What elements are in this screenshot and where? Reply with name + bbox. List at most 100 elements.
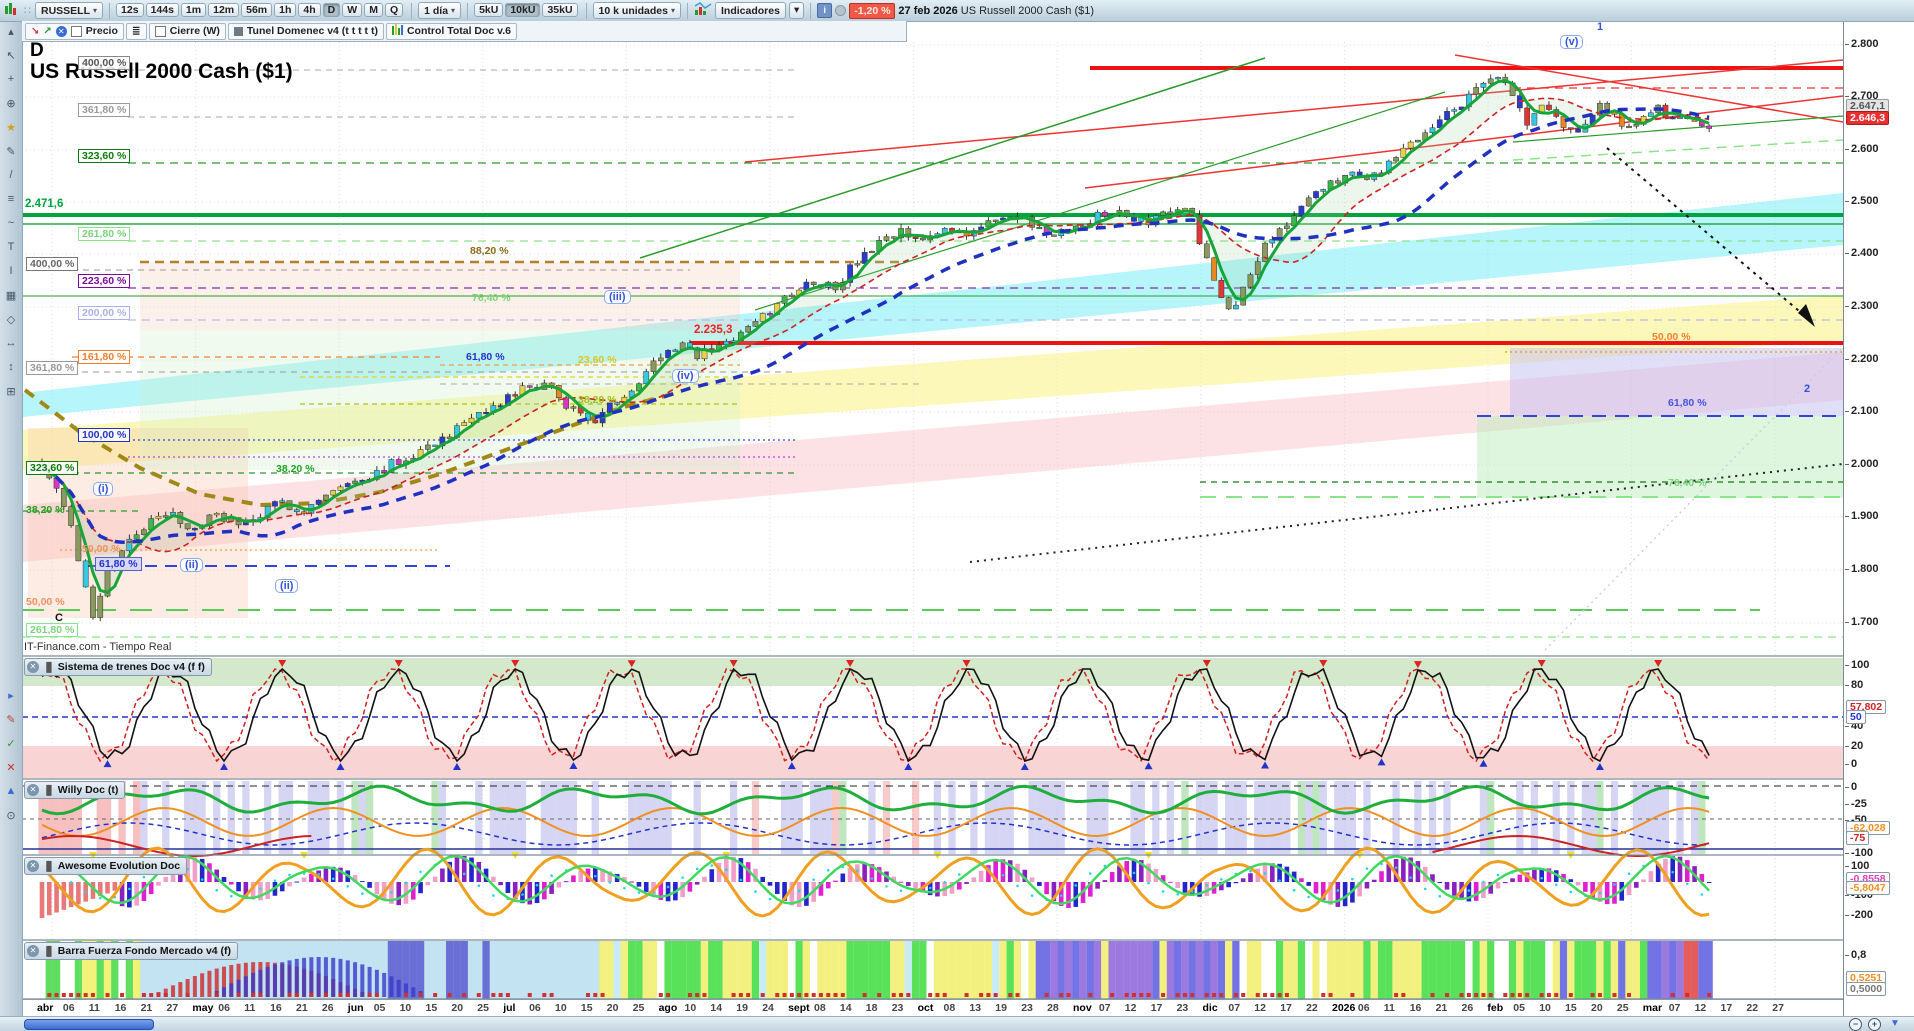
date-day: 22 xyxy=(1306,1002,1318,1014)
tool-icon-18[interactable]: ✓ xyxy=(6,738,16,750)
close-icon[interactable]: ✕ xyxy=(27,860,39,872)
timeframe-12m[interactable]: 12m xyxy=(208,3,240,17)
timeframe-56m[interactable]: 56m xyxy=(241,3,273,17)
panel-tab-sistema[interactable]: ✕ ▐▌ Sistema de trenes Doc v4 (f f) xyxy=(24,658,212,676)
tool-icon-20[interactable]: ▲ xyxy=(5,785,17,797)
close-circle-icon[interactable]: ✕ xyxy=(55,25,67,37)
date-day: 20 xyxy=(451,1002,464,1014)
tool-icon-3[interactable]: ⊕ xyxy=(6,98,16,110)
zoom-in-icon[interactable]: + xyxy=(1868,1018,1881,1031)
axis-badge: -75 xyxy=(1846,831,1870,845)
date-day: 07 xyxy=(1098,1002,1111,1014)
symbol-select[interactable]: RUSSELL ▾ xyxy=(35,2,104,19)
timeframe-w[interactable]: W xyxy=(342,3,363,17)
tool-icon-11[interactable]: ▦ xyxy=(5,290,17,302)
timeframe-d[interactable]: D xyxy=(322,3,341,17)
tool-icon-8[interactable]: ~ xyxy=(7,217,15,229)
close-w-checkbox[interactable] xyxy=(154,25,166,37)
toolbar-grip[interactable]: ∷ xyxy=(24,5,31,17)
tool-icon-2[interactable]: + xyxy=(7,73,15,85)
date-day: 16 xyxy=(270,1002,282,1014)
price-level-label: 2.235,3 xyxy=(694,324,733,336)
date-day: 12 xyxy=(1124,1002,1137,1014)
tool-icon-21[interactable]: ⊙ xyxy=(6,810,16,822)
axis-tick: 2.800 xyxy=(1845,38,1879,50)
fib-label: 200,00 % xyxy=(78,306,131,320)
tool-icon-7[interactable]: ≡ xyxy=(7,193,15,205)
axis-badge: -5,8047 xyxy=(1846,881,1890,895)
timeframe-12s[interactable]: 12s xyxy=(116,3,144,17)
chart-canvas[interactable] xyxy=(22,21,1843,1016)
tool-icon-19[interactable]: ✕ xyxy=(6,762,16,774)
units-select[interactable]: 10 k unidades ▾ xyxy=(592,2,682,19)
tool-icon-1[interactable]: ↖ xyxy=(6,50,16,62)
unit-5ku[interactable]: 5kU xyxy=(474,3,504,17)
date-month: ago xyxy=(658,1002,678,1014)
timeframe-1h[interactable]: 1h xyxy=(274,3,297,17)
price-checkbox[interactable] xyxy=(70,25,82,37)
square-icon xyxy=(233,26,243,36)
horizontal-scrollbar[interactable]: − + ▼ xyxy=(0,1016,1914,1031)
tool-icon-5[interactable]: ✎ xyxy=(6,146,16,158)
indicators-button[interactable]: Indicadores xyxy=(715,2,786,19)
price-axis[interactable]: 2.800 2.700 2.600 2.500 2.400 2.300 2.200 2.100… xyxy=(1843,21,1914,1016)
axis-tick: 2.200 xyxy=(1845,353,1879,365)
axis-badge: 0,5000 xyxy=(1846,982,1887,996)
fib-label: 61,80 % xyxy=(1668,397,1707,409)
status-dot-icon xyxy=(835,5,847,16)
close-w-toggle[interactable]: Cierre (W) xyxy=(148,22,226,40)
timeframe-1m[interactable]: 1m xyxy=(180,3,207,17)
list-button[interactable]: ≣ xyxy=(125,22,147,40)
date-day: 05 xyxy=(373,1002,386,1014)
date-month: 2026 xyxy=(1332,1002,1356,1014)
fib-label: 361,80 % xyxy=(78,103,131,117)
interval-select[interactable]: 1 día ▾ xyxy=(418,2,462,19)
date-day: 24 xyxy=(762,1002,774,1014)
tool-icon-9[interactable]: T xyxy=(7,241,15,253)
close-icon[interactable]: ✕ xyxy=(27,784,39,796)
tool-icon-10[interactable]: I xyxy=(9,265,13,277)
control-label: Control Total Doc v.6 xyxy=(406,25,511,37)
panel-tab-willy[interactable]: ✕ ▐▌ Willy Doc (t) xyxy=(24,781,126,799)
timeframe-4h[interactable]: 4h xyxy=(298,3,321,17)
control-indicator-button[interactable]: Control Total Doc v.6 xyxy=(385,22,517,40)
tool-icon-4[interactable]: ★ xyxy=(6,122,16,134)
zoom-out-icon[interactable]: − xyxy=(1849,1018,1862,1031)
panel-title: Willy Doc (t) xyxy=(57,784,119,796)
panel-icon: ▐▌ xyxy=(43,662,55,672)
timeframe-letter: D xyxy=(30,40,44,61)
axis-tick: 2.600 xyxy=(1845,143,1879,155)
tool-icon-13[interactable]: ↔ xyxy=(5,337,17,349)
tool-icon-6[interactable]: / xyxy=(9,169,13,181)
panel-tab-awesome[interactable]: ✕ ▐▌ Awesome Evolution Doc xyxy=(24,857,188,875)
pan-down-icon[interactable]: ▼ xyxy=(1890,1018,1900,1029)
date-month: dic xyxy=(1202,1002,1218,1014)
axis-tick: 20 xyxy=(1844,740,1864,752)
date-day: 26 xyxy=(321,1002,334,1014)
date-day: 06 xyxy=(218,1002,230,1014)
timeframe-q[interactable]: Q xyxy=(384,3,404,17)
panel-tab-barra[interactable]: ✕ ▐▌ Barra Fuerza Fondo Mercado v4 (f) xyxy=(24,942,239,960)
unit-35ku[interactable]: 35kU xyxy=(542,3,578,17)
tool-icon-12[interactable]: ◇ xyxy=(6,314,16,326)
info-icon[interactable]: i xyxy=(817,3,833,18)
tool-icon-17[interactable]: ✎ xyxy=(6,714,16,726)
tool-icon-15[interactable]: ⊞ xyxy=(6,386,16,398)
wave-annotation: (v) xyxy=(1560,35,1584,49)
tool-icon-0[interactable]: ▴ xyxy=(8,26,14,38)
date-day: 16 xyxy=(114,1002,127,1014)
date-axis[interactable]: abr 06 11 16 21 27 may 06 11 16 21 26 jun 05 10 15 20 25 j… xyxy=(22,999,1843,1017)
scrollbar-thumb[interactable] xyxy=(24,1019,154,1030)
close-icon[interactable]: ✕ xyxy=(27,945,39,957)
fib-label: 100,00 % xyxy=(78,428,131,442)
tool-icon-16[interactable]: ▸ xyxy=(8,690,14,702)
indicators-caret[interactable]: ▾ xyxy=(788,2,805,19)
timeframe-m[interactable]: M xyxy=(364,3,383,17)
timeframe-144s[interactable]: 144s xyxy=(145,3,179,17)
close-icon[interactable]: ✕ xyxy=(27,661,39,673)
price-series-toggle[interactable]: ↘ ↗ ✕ Precio xyxy=(25,22,124,40)
quote-date: 27 feb 2026 xyxy=(898,4,958,17)
tool-icon-14[interactable]: ↕ xyxy=(8,361,14,373)
tunnel-indicator-button[interactable]: Tunel Domenec v4 (t t t t t) xyxy=(227,22,384,40)
unit-10ku[interactable]: 10kU xyxy=(505,3,541,17)
